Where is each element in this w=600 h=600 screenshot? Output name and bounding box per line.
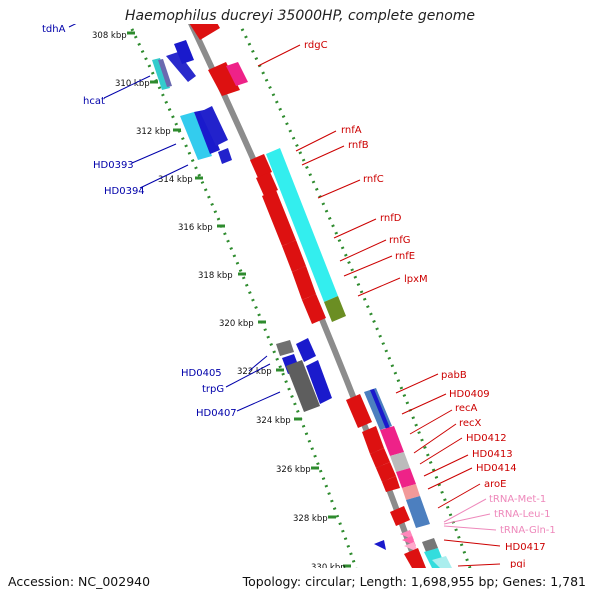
- gene-arrow-trpC: [306, 360, 332, 404]
- gene-arrow-rnfE: [302, 294, 326, 324]
- gene-box-lpxM: [324, 296, 346, 322]
- gene-label-HD0412: HD0412: [466, 433, 507, 444]
- gene-box-HD0393: [180, 112, 212, 160]
- gene-box-rnfA-cyan: [266, 148, 338, 302]
- gene-arrow-HD0414: [376, 462, 396, 482]
- gene-arrow-HD0412: [370, 448, 390, 468]
- gene-arrow-rdgC: [208, 62, 240, 96]
- gene-label-recX: recX: [459, 418, 482, 429]
- gene-label-aroE: aroE: [484, 479, 506, 490]
- tick-label: 312 kbp: [136, 127, 171, 137]
- gene-box-HD0409-b: [370, 389, 390, 429]
- gene-arrow-HD0387: [174, 40, 194, 64]
- forward-strand-features: [189, 0, 452, 568]
- forward-gene-labels: rdgC rnfA rnfB rnfC rnfD rnfG rnfE lpxM …: [304, 40, 546, 570]
- gene-label-HD0414: HD0414: [476, 463, 517, 474]
- gene-box-aroE: [396, 468, 416, 488]
- gene-label-tRNA-Gln-1: tRNA-Gln-1: [500, 525, 556, 536]
- gene-label-tRNA-Met-1: tRNA-Met-1: [489, 494, 546, 505]
- gene-box-tRNA-Met-1: [402, 484, 420, 500]
- tick-label: 318 kbp: [198, 271, 233, 281]
- gene-label-tRNA-Leu-1: tRNA-Leu-1: [494, 509, 550, 520]
- gene-label-HD0409: HD0409: [449, 389, 490, 400]
- gene-label-rnfE: rnfE: [395, 251, 415, 262]
- gene-arrow-recA: [362, 426, 384, 454]
- gene-label-rnfC: rnfC: [363, 174, 384, 185]
- tick-label: 316 kbp: [178, 223, 213, 233]
- tick-label: 328 kbp: [293, 514, 328, 524]
- gene-box-HD0393-b: [194, 110, 220, 154]
- gene-arrow-tdhA-b: [150, 0, 176, 8]
- tick-label: 320 kbp: [219, 319, 254, 329]
- trna-gene-labels: tRNA-Met-1 tRNA-Leu-1 tRNA-Gln-1: [489, 494, 556, 536]
- gene-arrow-HD0394: [200, 106, 228, 146]
- gene-box-recX: [380, 426, 404, 456]
- reverse-gene-labels: tdhA hcat HD0393 HD0394 HD0405 trpG HD04…: [42, 24, 237, 419]
- gene-box-HD0405: [276, 340, 294, 356]
- tick-label: 314 kbp: [158, 175, 193, 185]
- tick-label: 324 kbp: [256, 416, 291, 426]
- gene-label-HD0405: HD0405: [181, 368, 222, 379]
- gene-arrow-trpD: [296, 338, 316, 362]
- gene-arrow-rnfD: [282, 240, 306, 272]
- gene-arrow-small-2: [374, 540, 386, 550]
- gene-box-HD0407: [286, 360, 320, 412]
- gene-arrow-HD0417: [404, 548, 426, 568]
- tick-marks: [127, 31, 351, 568]
- gene-arrow-small-f: [382, 476, 400, 492]
- gene-box-pgi: [422, 538, 438, 552]
- gene-box-HD0413: [390, 452, 410, 472]
- gene-box-pgi-c: [432, 556, 452, 568]
- gene-label-lpxM: lpxM: [404, 274, 428, 285]
- gene-arrow-small: [218, 148, 232, 164]
- tick-label: 308 kbp: [92, 31, 127, 41]
- gene-label-HD0413: HD0413: [472, 449, 513, 460]
- gene-label-pabB: pabB: [441, 370, 467, 381]
- gene-arrow-rnfG: [292, 266, 316, 300]
- gene-arrow-top: [189, 24, 220, 40]
- reverse-strand-features: [126, 0, 386, 550]
- gene-label-rnfB: rnfB: [348, 140, 369, 151]
- gene-arrow-pabB: [346, 394, 372, 428]
- tick-label: 330 kbp: [311, 563, 346, 573]
- tick-label: 326 kbp: [276, 465, 311, 475]
- gene-arrow-tdhA: [126, 0, 164, 10]
- gene-label-trpG: trpG: [202, 384, 224, 395]
- gene-arrow-top-b: [202, 0, 236, 24]
- gene-label-tdhA: tdhA: [42, 24, 66, 35]
- gene-arrow-rnfB: [256, 172, 278, 196]
- trna-label-leaders: [443, 498, 497, 531]
- gene-label-HD0394: HD0394: [104, 186, 145, 197]
- gene-box-rdgC-b: [226, 62, 248, 86]
- accession-text: Accession: NC_002940: [8, 574, 151, 589]
- forward-strand-dotted-line: [238, 24, 472, 568]
- gene-label-hcat: hcat: [83, 96, 105, 107]
- gene-label-HD0417: HD0417: [505, 542, 546, 553]
- reverse-label-leaders: [68, 24, 281, 412]
- gene-arrow-HD0386: [166, 52, 196, 82]
- gene-label-rnfA: rnfA: [341, 125, 362, 136]
- gene-box-hcat-b: [158, 59, 172, 87]
- gene-label-rnfG: rnfG: [389, 235, 411, 246]
- gene-label-rdgC: rdgC: [304, 40, 328, 51]
- gene-box-tRNA-Leu-1: [406, 496, 430, 528]
- gene-arrow-rnfA: [250, 154, 272, 178]
- gene-label-pgi: pgi: [510, 559, 525, 570]
- gene-arrow-rnfC: [262, 190, 296, 246]
- gene-label-recA: recA: [455, 403, 478, 414]
- genome-summary-text: Topology: circular; Length: 1,698,955 bp…: [242, 574, 586, 589]
- forward-label-leaders: [257, 44, 501, 567]
- gene-label-rnfD: rnfD: [380, 213, 402, 224]
- gene-arrow-tRNA-Gln-1: [390, 506, 410, 526]
- gene-label-HD0407: HD0407: [196, 408, 237, 419]
- gene-label-HD0393: HD0393: [93, 160, 134, 171]
- map-title: Haemophilus ducreyi 35000HP, complete ge…: [124, 8, 476, 24]
